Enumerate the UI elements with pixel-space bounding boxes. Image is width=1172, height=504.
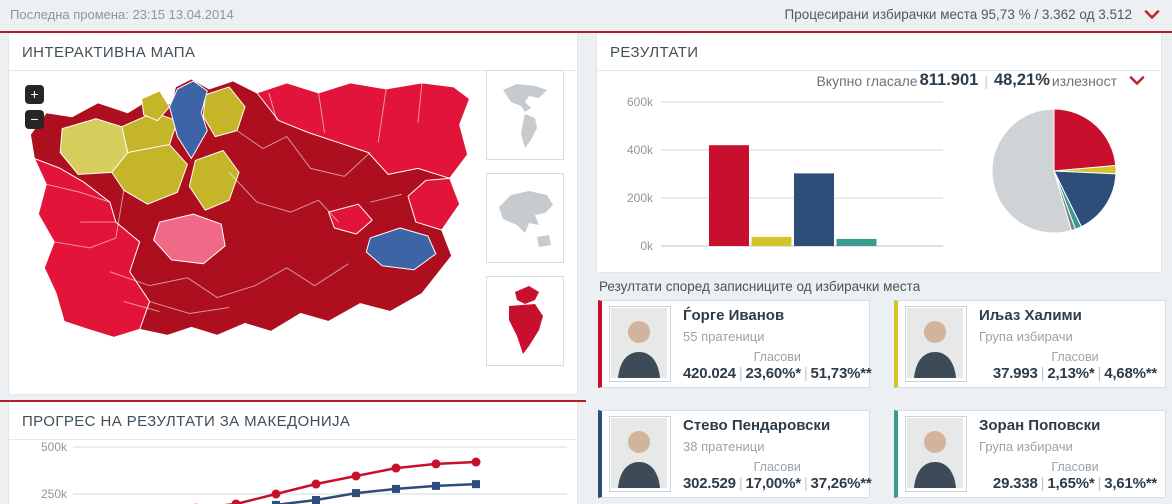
results-subtitle: Резултати според записниците од избирачк… [599, 279, 921, 294]
thumbnail-asia-oceania[interactable] [486, 173, 564, 263]
votes-values: 29.338 | 1,65%* | 3,61%** [992, 475, 1157, 492]
candidate-card[interactable]: Ѓорге Иванов 55 пратеници Гласови 420.02… [598, 300, 872, 388]
votes-label: Гласови [1051, 460, 1099, 474]
map-region[interactable] [111, 144, 188, 205]
candidate-subtitle: 38 пратеници [683, 439, 765, 454]
world-region-thumbnails [486, 70, 566, 379]
map-zoom-in-button[interactable]: + [25, 85, 44, 104]
candidate-subtitle: Група избирачи [979, 329, 1073, 344]
processed-stations-label: Процесирани избирачки места 95,73 % / 3.… [784, 7, 1132, 22]
candidate-subtitle: Група избирачи [979, 439, 1073, 454]
map-region[interactable] [141, 90, 170, 122]
votes-label: Гласови [753, 350, 801, 364]
svg-text:0k: 0k [640, 239, 654, 253]
top-bar: Последна промена: 23:15 13.04.2014 Проце… [0, 0, 1172, 31]
map-panel-title: ИНТЕРАКТИВНА МАПА [9, 33, 577, 71]
candidate-subtitle: 55 пратеници [683, 329, 765, 344]
candidate-name: Стево Пендаровски [683, 417, 831, 434]
svg-text:250k: 250k [41, 487, 68, 501]
svg-text:500k: 500k [41, 440, 68, 454]
votes-pie-chart [991, 108, 1117, 234]
candidate-name: Ѓорге Иванов [683, 307, 785, 324]
map-zoom-controls: + − [25, 85, 45, 135]
separator: | [984, 72, 988, 89]
map-region[interactable] [33, 157, 151, 338]
municipality-borders-overlay [46, 82, 423, 314]
last-change-timestamp: Последна промена: 23:15 13.04.2014 [10, 7, 234, 22]
progress-panel-title: ПРОГРЕС НА РЕЗУЛТАТИ ЗА МАКЕДОНИЈА [9, 402, 577, 440]
votes-values: 420.024 | 23,60%* | 51,73%** [683, 365, 872, 382]
candidate-photo [609, 416, 671, 492]
map-region[interactable] [256, 82, 471, 179]
processed-stations-toggle[interactable]: Процесирани избирачки места 95,73 % / 3.… [785, 7, 1160, 22]
map-region[interactable] [188, 150, 240, 211]
results-panel-title: РЕЗУЛТАТИ [597, 33, 1161, 71]
candidate-name: Зоран Поповски [979, 417, 1101, 434]
asia-icon [499, 191, 553, 247]
map-region[interactable] [365, 227, 437, 271]
turnout-summary: Вкупно гласале 811.901 | 48,21% излезнос… [816, 71, 1145, 90]
thumbnail-americas[interactable] [486, 70, 564, 160]
votes-values: 37.993 | 2,13%* | 4,68%** [992, 365, 1157, 382]
map-zoom-out-button[interactable]: − [25, 110, 44, 129]
map-region[interactable] [407, 177, 461, 231]
candidate-photo [905, 416, 967, 492]
progress-panel: ПРОГРЕС НА РЕЗУЛТАТИ ЗА МАКЕДОНИЈА 500k 2… [8, 402, 578, 504]
candidate-card[interactable]: Стево Пендаровски 38 пратеници Гласови 3… [598, 410, 872, 498]
candidate-photo [609, 306, 671, 382]
svg-text:200k: 200k [627, 191, 654, 205]
votes-label: Гласови [1051, 350, 1099, 364]
votes-label: Гласови [753, 460, 801, 474]
votes-bar-chart: 600k 400k 200k 0k [627, 95, 943, 253]
map-region[interactable] [153, 213, 226, 265]
map-region[interactable] [169, 80, 208, 159]
chevron-down-icon[interactable] [1144, 9, 1160, 20]
thumbnail-europe-africa[interactable] [486, 276, 564, 366]
map-region[interactable] [202, 86, 246, 138]
turnout-suffix: излезност [1051, 72, 1117, 89]
progress-line-chart: 500k 250k [41, 440, 567, 504]
results-panel: РЕЗУЛТАТИ Вкупно гласале 811.901 | 48,21… [596, 33, 1162, 273]
progress-divider-rule [0, 400, 586, 402]
turnout-prefix: Вкупно гласале [816, 72, 918, 89]
svg-text:400k: 400k [627, 143, 654, 157]
interactive-map-panel: ИНТЕРАКТИВНА МАПА [8, 33, 578, 395]
turnout-percent-value: 48,21% [993, 71, 1050, 89]
candidate-photo [905, 306, 967, 382]
candidate-card[interactable]: Иљаз Халими Група избирачи Гласови 37.99… [894, 300, 1166, 388]
svg-text:600k: 600k [627, 95, 654, 109]
europe-africa-icon [509, 286, 543, 354]
map-region[interactable] [328, 203, 373, 235]
candidate-name: Иљаз Халими [979, 307, 1082, 324]
americas-icon [503, 84, 547, 148]
top-divider-rule [0, 31, 1172, 33]
total-votes-value: 811.901 [919, 71, 979, 89]
candidate-card[interactable]: Зоран Поповски Група избирачи Гласови 29… [894, 410, 1166, 498]
votes-values: 302.529 | 17,00%* | 37,26%** [683, 475, 872, 492]
chevron-down-icon[interactable] [1129, 75, 1145, 86]
macedonia-map[interactable] [19, 73, 479, 391]
